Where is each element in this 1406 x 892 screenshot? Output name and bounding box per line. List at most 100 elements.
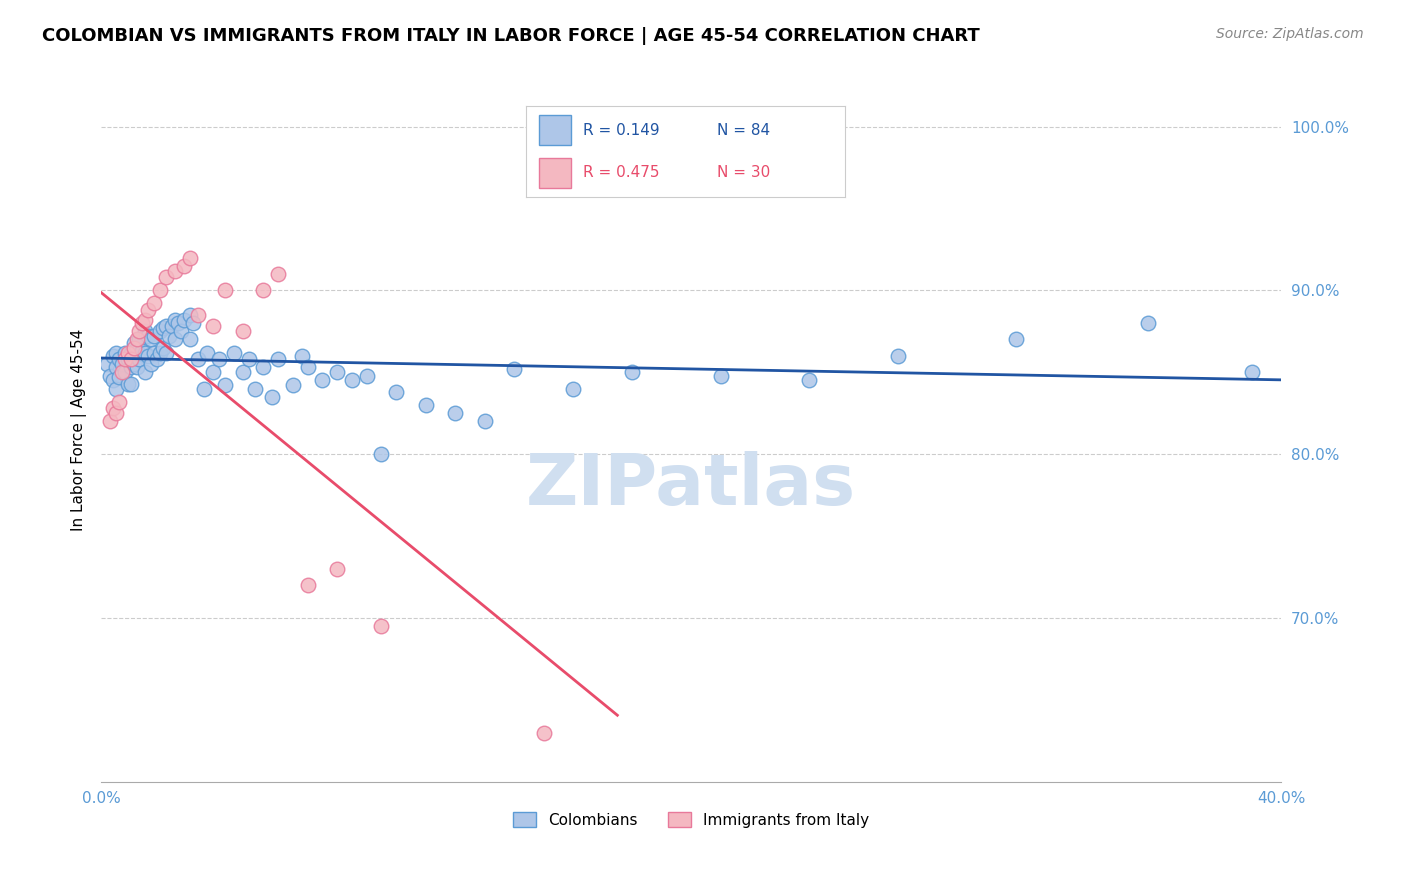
Point [120,360,142,375]
Point [1137,316,1160,330]
Point [503,362,526,376]
Point [136,349,159,363]
Point [202,365,225,379]
Point [152,341,174,355]
Point [117,376,139,391]
Point [98,414,121,428]
Point [173,259,195,273]
Point [281,378,304,392]
Point [125,360,148,375]
Point [114,365,136,379]
Point [222,345,245,359]
Point [108,370,131,384]
Point [179,251,201,265]
Point [104,382,127,396]
Point [143,329,166,343]
Point [143,296,166,310]
Point [96,357,118,371]
Point [252,283,274,297]
Point [104,345,127,359]
Point [252,360,274,375]
Point [193,382,215,396]
Point [149,283,172,297]
Point [111,357,134,371]
Point [415,398,437,412]
Point [267,267,290,281]
Point [141,333,163,347]
Point [179,333,201,347]
Point [370,619,392,633]
Point [181,316,204,330]
Point [117,352,139,367]
Point [117,345,139,359]
Point [238,352,260,367]
Point [444,406,467,420]
Point [114,352,136,367]
Point [533,725,555,739]
Point [134,324,156,338]
Point [104,360,127,375]
Point [125,341,148,355]
Point [114,345,136,359]
Point [340,373,363,387]
Point [173,313,195,327]
Point [163,313,186,327]
Point [243,382,266,396]
Point [155,319,177,334]
Point [157,329,180,343]
Point [146,352,169,367]
Point [131,343,153,358]
Point [122,341,145,355]
Point [128,324,150,338]
Point [232,365,254,379]
Y-axis label: In Labor Force | Age 45-54: In Labor Force | Age 45-54 [72,328,87,531]
Point [155,270,177,285]
Point [128,333,150,347]
Point [311,373,333,387]
Point [111,365,134,379]
Point [232,324,254,338]
Point [166,316,188,330]
Point [326,562,349,576]
Point [187,308,209,322]
Text: COLOMBIAN VS IMMIGRANTS FROM ITALY IN LABOR FORCE | AGE 45-54 CORRELATION CHART: COLOMBIAN VS IMMIGRANTS FROM ITALY IN LA… [42,27,980,45]
Point [131,316,153,330]
Point [101,401,124,416]
Point [108,394,131,409]
Point [134,345,156,359]
Point [136,329,159,343]
Point [797,373,820,387]
Point [128,352,150,367]
Point [1004,333,1026,347]
Point [120,352,142,367]
Point [134,313,156,327]
Point [621,365,644,379]
Point [179,308,201,322]
Point [120,345,142,359]
Point [195,345,218,359]
Point [297,578,319,592]
Point [326,365,349,379]
Point [202,319,225,334]
Point [886,349,908,363]
Point [122,357,145,371]
Point [98,368,121,383]
Point [160,319,183,334]
Point [267,352,290,367]
Point [214,378,236,392]
Point [120,376,142,391]
Point [149,324,172,338]
Point [125,333,148,347]
Point [101,373,124,387]
Point [134,365,156,379]
Point [710,368,733,383]
Point [149,345,172,359]
Point [101,349,124,363]
Point [1240,365,1263,379]
Text: ZIPatlas: ZIPatlas [526,451,856,520]
Point [108,352,131,367]
Point [208,352,231,367]
Point [143,345,166,359]
Point [122,335,145,350]
Point [214,283,236,297]
